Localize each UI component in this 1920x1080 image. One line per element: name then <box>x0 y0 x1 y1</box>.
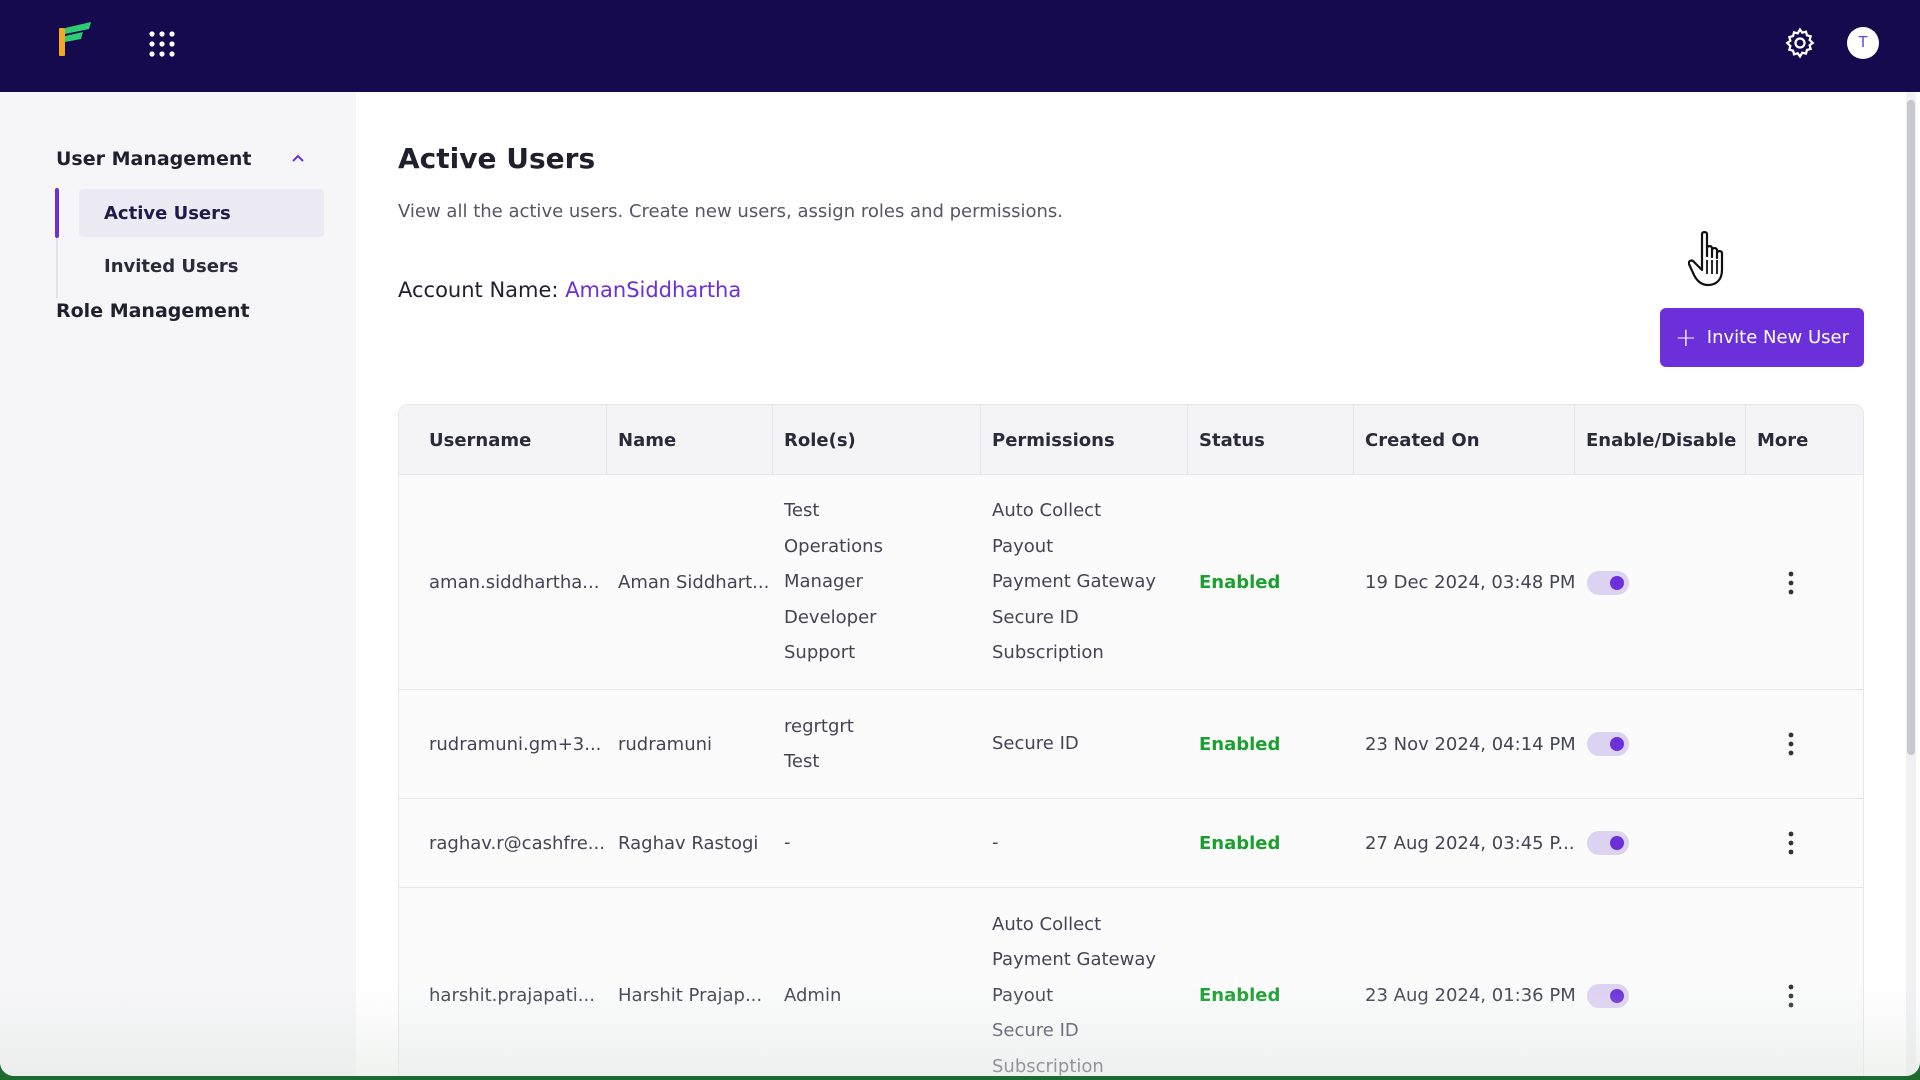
table-row[interactable]: rudramuni.gm+3... rudramuni regrtgrt Tes… <box>399 690 1863 799</box>
more-options-icon[interactable] <box>1781 830 1801 856</box>
role-item: Admin <box>784 984 842 1006</box>
enable-toggle[interactable] <box>1587 732 1629 756</box>
invite-new-user-button[interactable]: + Invite New User <box>1660 308 1864 367</box>
permission-item: Secure ID <box>992 1020 1079 1042</box>
permission-item: Secure ID <box>992 733 1079 755</box>
sidebar-item-role-management[interactable]: Role Management <box>56 300 250 322</box>
sidebar-track <box>56 188 58 298</box>
cell-permissions: Auto Collect Payout Payment Gateway Secu… <box>980 475 1156 689</box>
table-row[interactable]: raghav.r@cashfre... Raghav Rastogi - - E… <box>399 799 1863 888</box>
plus-icon: + <box>1674 322 1697 353</box>
gear-icon[interactable] <box>1783 26 1817 60</box>
more-options-icon[interactable] <box>1781 731 1801 757</box>
role-item: Support <box>784 642 856 664</box>
scrollbar-thumb[interactable] <box>1907 100 1915 755</box>
cashfree-logo-icon[interactable] <box>55 20 95 60</box>
permission-item: Subscription <box>992 642 1104 664</box>
cell-name: Harshit Prajap... <box>618 985 763 1006</box>
cell-created-on: 27 Aug 2024, 03:45 P... <box>1365 832 1575 854</box>
status-badge: Enabled <box>1199 985 1281 1006</box>
permission-item: Auto Collect <box>992 913 1102 935</box>
more-options-icon[interactable] <box>1781 983 1801 1009</box>
column-header-status[interactable]: Status <box>1199 429 1265 451</box>
column-header-roles[interactable]: Role(s) <box>784 429 856 451</box>
cell-username: aman.siddhartha... <box>429 571 600 593</box>
page-title: Active Users <box>398 142 596 175</box>
hand-pointer-cursor-icon <box>1688 231 1724 287</box>
table-row[interactable]: harshit.prajapati... Harshit Prajap... A… <box>399 888 1863 1076</box>
cell-roles: - <box>772 799 791 887</box>
invite-button-label: Invite New User <box>1706 327 1850 348</box>
cell-name: rudramuni <box>618 733 713 755</box>
sidebar-item-label: Invited Users <box>104 255 239 277</box>
column-header-permissions[interactable]: Permissions <box>992 429 1115 451</box>
page-description: View all the active users. Create new us… <box>398 201 1064 222</box>
sidebar-item-invited-users[interactable]: Invited Users <box>79 242 324 290</box>
top-bar: T <box>0 0 1920 92</box>
status-badge: Enabled <box>1199 571 1281 593</box>
main-content: Active Users View all the active users. … <box>356 92 1920 1076</box>
sidebar-active-indicator <box>55 188 59 238</box>
cell-created-on: 23 Nov 2024, 04:14 PM <box>1365 733 1576 755</box>
cell-permissions: - <box>980 799 999 887</box>
permission-item: Payout <box>992 984 1054 1006</box>
enable-toggle[interactable] <box>1587 571 1629 595</box>
sidebar-group-user-management[interactable]: User Management <box>56 144 306 174</box>
role-item: Test <box>784 500 820 522</box>
permission-item: Auto Collect <box>992 500 1102 522</box>
role-item: - <box>784 832 791 854</box>
cell-name: Raghav Rastogi <box>618 832 759 854</box>
account-name-value[interactable]: AmanSiddhartha <box>565 278 742 302</box>
users-table: Username Name Role(s) Permissions Status… <box>398 404 1864 1076</box>
permission-item: - <box>992 832 999 854</box>
cell-username: harshit.prajapati... <box>429 985 595 1006</box>
cell-permissions: Secure ID <box>980 690 1079 798</box>
more-options-icon[interactable] <box>1781 570 1801 596</box>
permission-item: Payout <box>992 535 1054 557</box>
column-header-created-on[interactable]: Created On <box>1365 429 1480 451</box>
column-header-more[interactable]: More <box>1757 429 1809 451</box>
role-item: Test <box>784 751 820 772</box>
table-row[interactable]: aman.siddhartha... Aman Siddhart... Test… <box>399 475 1863 690</box>
permission-item: Payment Gateway <box>992 949 1157 971</box>
chevron-up-icon[interactable] <box>290 151 306 167</box>
cell-created-on: 19 Dec 2024, 03:48 PM <box>1365 571 1576 593</box>
sidebar: User Management Active Users Invited Use… <box>0 92 356 1076</box>
cell-created-on: 23 Aug 2024, 01:36 PM <box>1365 985 1576 1006</box>
cell-permissions: Auto Collect Payment Gateway Payout Secu… <box>980 888 1156 1076</box>
account-name-label: Account Name: <box>398 278 559 302</box>
cell-roles: regrtgrt Test <box>772 690 854 798</box>
avatar[interactable]: T <box>1847 27 1879 59</box>
cell-roles: Test Operations Manager Developer Suppor… <box>772 475 883 689</box>
column-header-username[interactable]: Username <box>429 429 532 451</box>
role-item: Developer <box>784 606 877 628</box>
cell-roles: Admin <box>772 888 841 1076</box>
status-badge: Enabled <box>1199 832 1281 854</box>
column-header-enable-disable[interactable]: Enable/Disable <box>1586 429 1737 451</box>
table-header: Username Name Role(s) Permissions Status… <box>399 405 1863 475</box>
enable-toggle[interactable] <box>1587 984 1629 1008</box>
status-badge: Enabled <box>1199 733 1281 755</box>
page-scrollbar[interactable] <box>1906 92 1916 1076</box>
role-item: regrtgrt <box>784 715 854 737</box>
role-item: Manager <box>784 571 863 593</box>
sidebar-group-label: User Management <box>56 148 252 170</box>
cell-username: raghav.r@cashfre... <box>429 832 605 854</box>
sidebar-item-active-users[interactable]: Active Users <box>79 189 324 237</box>
permission-item: Secure ID <box>992 606 1079 628</box>
account-name: Account Name: AmanSiddhartha <box>398 278 741 302</box>
role-item: Operations <box>784 535 883 557</box>
permission-item: Payment Gateway <box>992 571 1157 593</box>
apps-grid-icon[interactable] <box>149 31 175 57</box>
permission-item: Subscription <box>992 1055 1104 1076</box>
enable-toggle[interactable] <box>1587 831 1629 855</box>
cell-username: rudramuni.gm+3... <box>429 733 602 755</box>
cell-name: Aman Siddhart... <box>618 571 770 593</box>
column-header-name[interactable]: Name <box>618 429 677 451</box>
sidebar-item-label: Active Users <box>104 202 231 224</box>
